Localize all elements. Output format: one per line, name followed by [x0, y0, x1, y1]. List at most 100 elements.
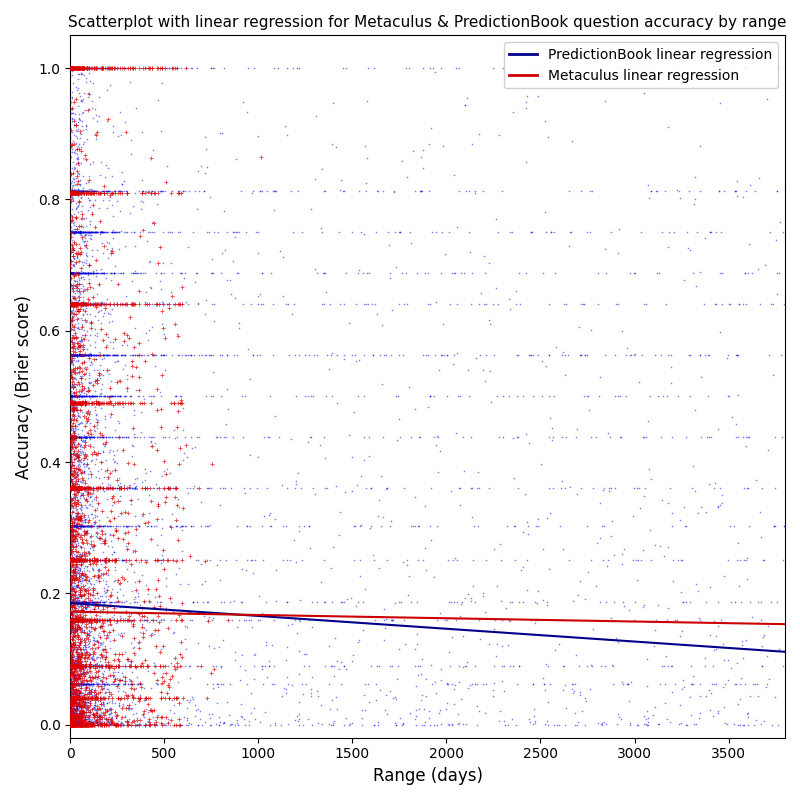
Point	[124, 267, 137, 280]
Point	[114, 267, 126, 280]
Point	[296, 677, 309, 690]
Point	[127, 646, 140, 659]
Point	[73, 294, 86, 306]
Point	[64, 186, 77, 199]
Point	[65, 441, 78, 454]
Point	[143, 431, 156, 444]
Point	[66, 62, 79, 74]
Point	[88, 185, 101, 198]
Point	[708, 298, 721, 311]
Point	[158, 185, 171, 198]
Point	[66, 559, 78, 572]
Point	[74, 272, 87, 285]
Point	[66, 554, 78, 567]
Point	[708, 644, 721, 657]
Point	[79, 385, 92, 398]
Point	[76, 718, 89, 730]
Point	[76, 62, 89, 74]
Point	[74, 226, 87, 238]
Point	[66, 582, 79, 595]
Point	[74, 711, 87, 724]
Point	[84, 659, 97, 672]
Point	[95, 237, 108, 250]
Point	[95, 296, 108, 309]
Point	[137, 708, 150, 721]
Point	[67, 226, 80, 238]
Point	[69, 717, 82, 730]
Point	[86, 586, 99, 598]
Point	[122, 480, 135, 493]
Point	[91, 704, 104, 717]
Point	[409, 718, 422, 731]
Point	[66, 526, 78, 539]
Point	[69, 482, 82, 494]
Point	[74, 349, 87, 362]
Point	[102, 62, 115, 74]
Point	[70, 267, 82, 280]
Point	[81, 599, 94, 612]
Point	[67, 390, 80, 402]
Point	[771, 288, 784, 301]
Point	[624, 676, 637, 689]
Point	[555, 349, 568, 362]
Point	[81, 613, 94, 626]
Point	[517, 561, 530, 574]
Point	[86, 358, 98, 370]
Point	[498, 659, 510, 672]
Point	[67, 403, 80, 416]
Point	[214, 715, 227, 728]
Point	[76, 267, 89, 280]
Point	[64, 705, 77, 718]
Point	[70, 131, 83, 144]
Point	[67, 677, 80, 690]
Point	[586, 659, 598, 672]
Point	[90, 62, 103, 74]
Point	[66, 226, 78, 238]
Point	[319, 482, 332, 494]
Point	[521, 554, 534, 567]
Point	[126, 642, 139, 655]
Point	[70, 613, 83, 626]
Point	[149, 359, 162, 372]
Point	[683, 595, 696, 608]
Point	[102, 62, 115, 74]
Point	[91, 484, 104, 497]
Point	[73, 669, 86, 682]
Point	[84, 62, 97, 74]
Point	[65, 185, 78, 198]
Point	[101, 628, 114, 641]
Point	[80, 362, 93, 375]
Point	[65, 718, 78, 731]
Point	[228, 291, 241, 304]
Point	[80, 298, 93, 311]
Point	[68, 431, 81, 444]
Point	[124, 148, 137, 161]
Point	[65, 298, 78, 311]
Point	[66, 482, 79, 494]
Point	[65, 267, 78, 280]
Point	[81, 267, 94, 280]
Point	[207, 62, 220, 74]
Point	[66, 267, 78, 280]
Point	[641, 716, 654, 729]
Point	[67, 659, 80, 672]
Point	[78, 659, 91, 672]
Point	[91, 718, 104, 731]
Point	[91, 718, 104, 731]
Point	[70, 554, 82, 567]
Point	[66, 390, 78, 402]
Point	[267, 185, 280, 198]
Point	[72, 298, 85, 311]
Point	[88, 689, 101, 702]
Point	[66, 613, 78, 626]
Point	[361, 94, 374, 107]
Point	[76, 62, 89, 74]
Point	[71, 613, 84, 626]
Point	[85, 520, 98, 533]
Point	[78, 659, 91, 672]
Point	[79, 431, 92, 444]
Point	[67, 592, 80, 605]
Point	[730, 657, 743, 670]
Point	[128, 613, 141, 626]
Point	[70, 165, 83, 178]
